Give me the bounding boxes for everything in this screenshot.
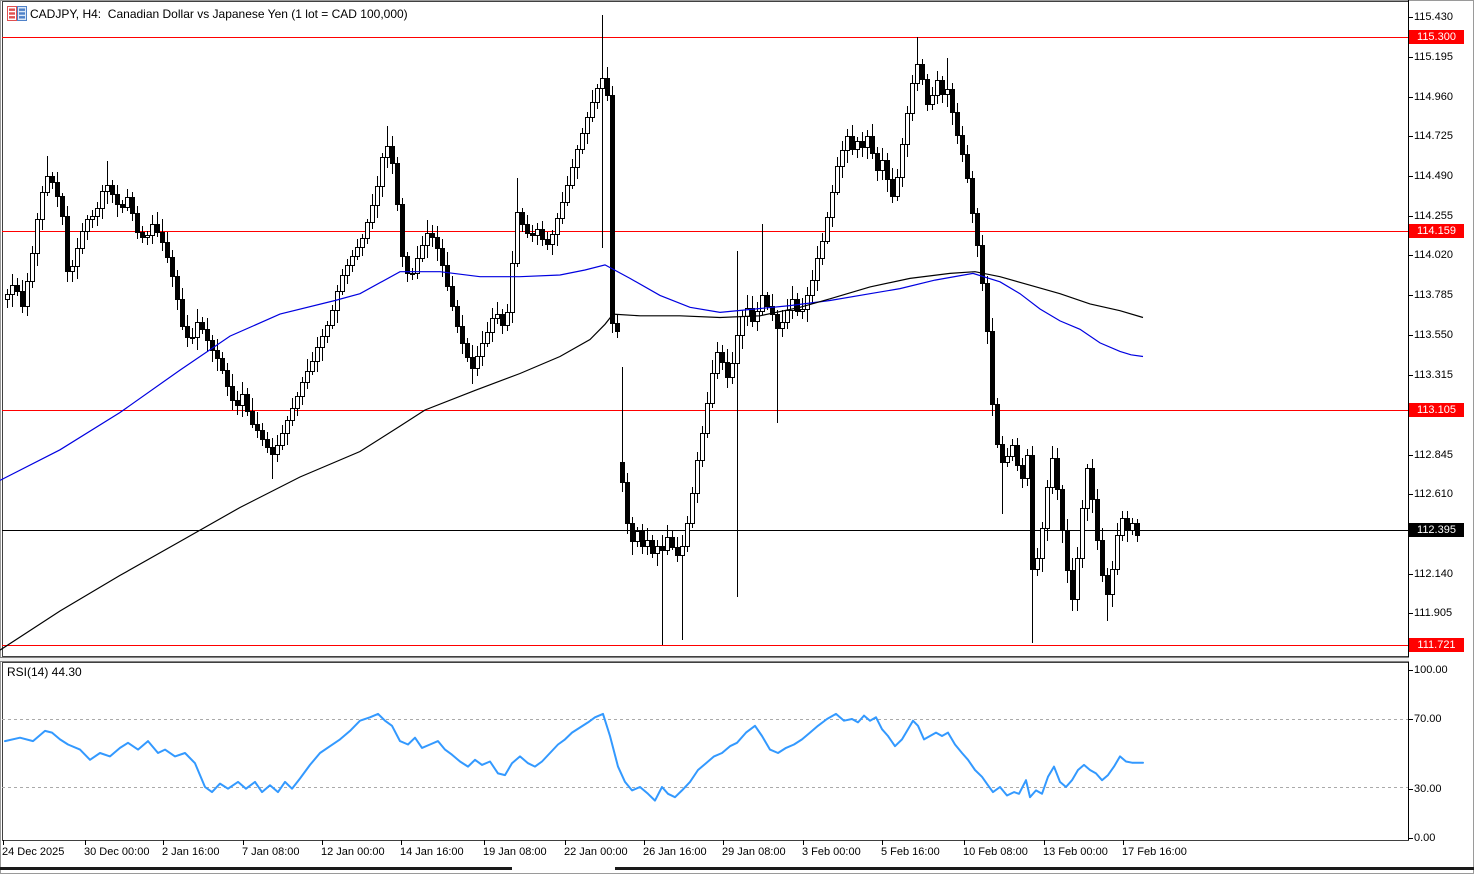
price-axis-label: 112.610 xyxy=(1414,488,1453,500)
rsi-line xyxy=(4,712,1144,802)
time-axis-label: 22 Jan 00:00 xyxy=(564,846,628,858)
price-axis-label: 114.490 xyxy=(1414,170,1453,182)
price-axis-label: 113.785 xyxy=(1414,289,1453,301)
price-axis-label: 114.960 xyxy=(1414,91,1453,103)
rsi-pane-border xyxy=(2,662,1409,841)
price-axis-label: 113.315 xyxy=(1414,369,1453,381)
window-bottom-edge xyxy=(0,867,512,870)
time-axis-label: 2 Jan 16:00 xyxy=(162,846,220,858)
price-axis-label: 112.845 xyxy=(1414,449,1453,461)
price-axis-label: 112.140 xyxy=(1414,568,1453,580)
time-axis-label: 13 Feb 00:00 xyxy=(1043,846,1108,858)
rsi-axis-label: 30.00 xyxy=(1414,783,1442,795)
chart-icon xyxy=(7,6,27,22)
rsi-axis-label: 0.00 xyxy=(1414,832,1436,844)
ma-slow-line xyxy=(0,271,1144,651)
time-axis-label: 5 Feb 16:00 xyxy=(881,846,940,858)
time-axis-label: 29 Jan 08:00 xyxy=(722,846,786,858)
level-price-badge: 113.105 xyxy=(1409,402,1464,417)
time-axis-label: 19 Jan 08:00 xyxy=(483,846,547,858)
price-pane-border xyxy=(2,1,1409,657)
rsi-axis-label: 70.00 xyxy=(1414,713,1442,725)
price-axis-label: 114.725 xyxy=(1414,130,1453,142)
level-price-badge: 114.159 xyxy=(1409,224,1464,239)
current-price-badge: 112.395 xyxy=(1409,523,1464,538)
rsi-axis-label: 100.00 xyxy=(1414,664,1448,676)
window-bottom-edge xyxy=(615,867,1474,870)
time-axis-label: 12 Jan 00:00 xyxy=(321,846,385,858)
time-axis-label: 7 Jan 08:00 xyxy=(242,846,300,858)
price-axis-label: 115.430 xyxy=(1414,11,1453,23)
time-axis-label: 26 Jan 16:00 xyxy=(643,846,707,858)
rsi-indicator-label: RSI(14) 44.30 xyxy=(7,665,82,679)
time-axis-label: 10 Feb 08:00 xyxy=(963,846,1028,858)
time-axis-label: 17 Feb 16:00 xyxy=(1122,846,1187,858)
time-axis-label: 14 Jan 16:00 xyxy=(400,846,464,858)
time-axis-label: 24 Dec 2025 xyxy=(2,846,65,858)
price-axis-label: 111.905 xyxy=(1414,607,1453,619)
price-axis-label: 114.020 xyxy=(1414,249,1453,261)
price-axis-label: 114.255 xyxy=(1414,210,1453,222)
chart-title: CADJPY, H4: Canadian Dollar vs Japanese … xyxy=(30,7,408,21)
price-axis-label: 113.550 xyxy=(1414,329,1453,341)
ma-fast-line xyxy=(0,264,1144,481)
candles-series xyxy=(5,15,1140,645)
price-axis-label: 115.195 xyxy=(1414,51,1453,63)
time-axis-label: 3 Feb 00:00 xyxy=(802,846,861,858)
level-price-badge: 115.300 xyxy=(1409,30,1464,45)
level-price-badge: 111.721 xyxy=(1409,637,1464,652)
pane-splitter[interactable] xyxy=(0,657,1409,662)
time-axis-label: 30 Dec 00:00 xyxy=(84,846,150,858)
